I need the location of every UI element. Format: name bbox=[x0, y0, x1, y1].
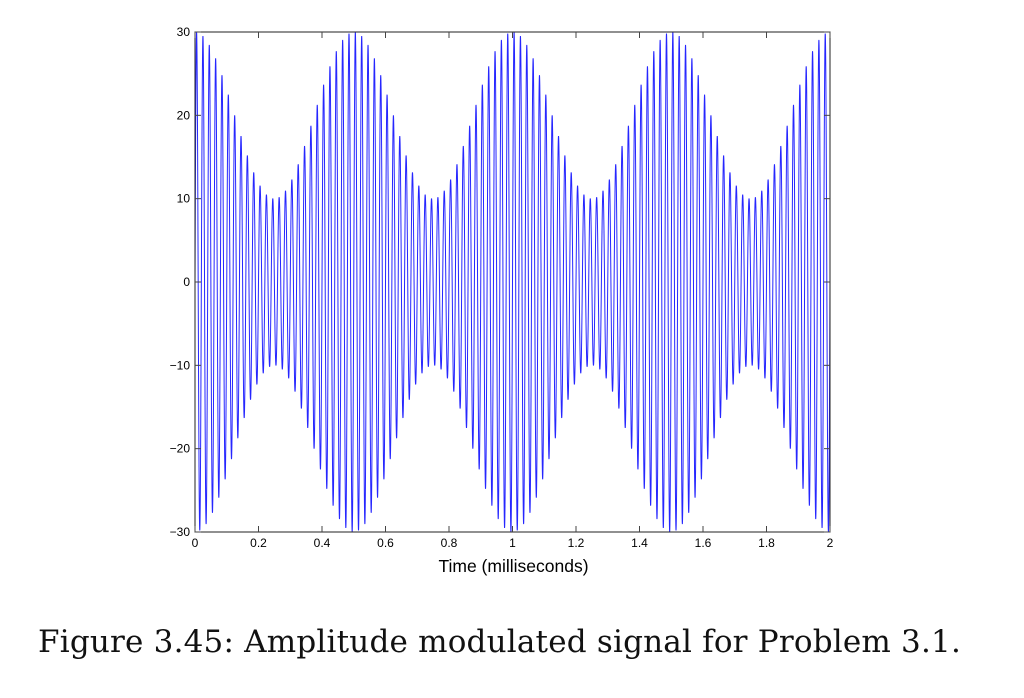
x-tick-label: 1 bbox=[509, 536, 516, 550]
y-tick-label: −30 bbox=[170, 525, 191, 539]
x-tick-labels: 0 0.2 0.4 0.6 0.8 1 1.2 1.4 1.6 1.8 2 bbox=[192, 536, 834, 550]
x-tick-label: 1.6 bbox=[695, 536, 712, 550]
y-tick-label: 10 bbox=[177, 192, 191, 206]
x-tick-label: 1.4 bbox=[631, 536, 648, 550]
x-tick-label: 0.2 bbox=[250, 536, 267, 550]
x-tick-label: 0 bbox=[192, 536, 199, 550]
axis-ticks bbox=[194, 31, 831, 533]
x-tick-label: 0.8 bbox=[441, 536, 458, 550]
x-tick-label: 2 bbox=[827, 536, 834, 550]
signal-line bbox=[194, 32, 831, 532]
y-tick-label: −20 bbox=[170, 442, 191, 456]
y-tick-label: 0 bbox=[183, 275, 190, 289]
y-tick-labels: 30 20 10 0 −10 −20 −30 bbox=[170, 25, 191, 539]
am-signal-chart: 0 0.2 0.4 0.6 0.8 1 1.2 1.4 1.6 1.8 2 30 20 10 0 −10 −2… bbox=[170, 25, 834, 576]
y-tick-label: 30 bbox=[177, 25, 191, 39]
am-signal-path bbox=[194, 32, 831, 532]
figure-caption: Figure 3.45: Amplitude modulated signal … bbox=[38, 624, 962, 660]
x-tick-label: 0.4 bbox=[314, 536, 331, 550]
x-tick-label: 1.8 bbox=[758, 536, 775, 550]
y-tick-label: 20 bbox=[177, 108, 191, 122]
y-tick-label: −10 bbox=[170, 358, 191, 372]
x-axis-label: Time (milliseconds) bbox=[438, 556, 588, 576]
x-tick-label: 0.6 bbox=[377, 536, 394, 550]
x-tick-label: 1.2 bbox=[568, 536, 585, 550]
